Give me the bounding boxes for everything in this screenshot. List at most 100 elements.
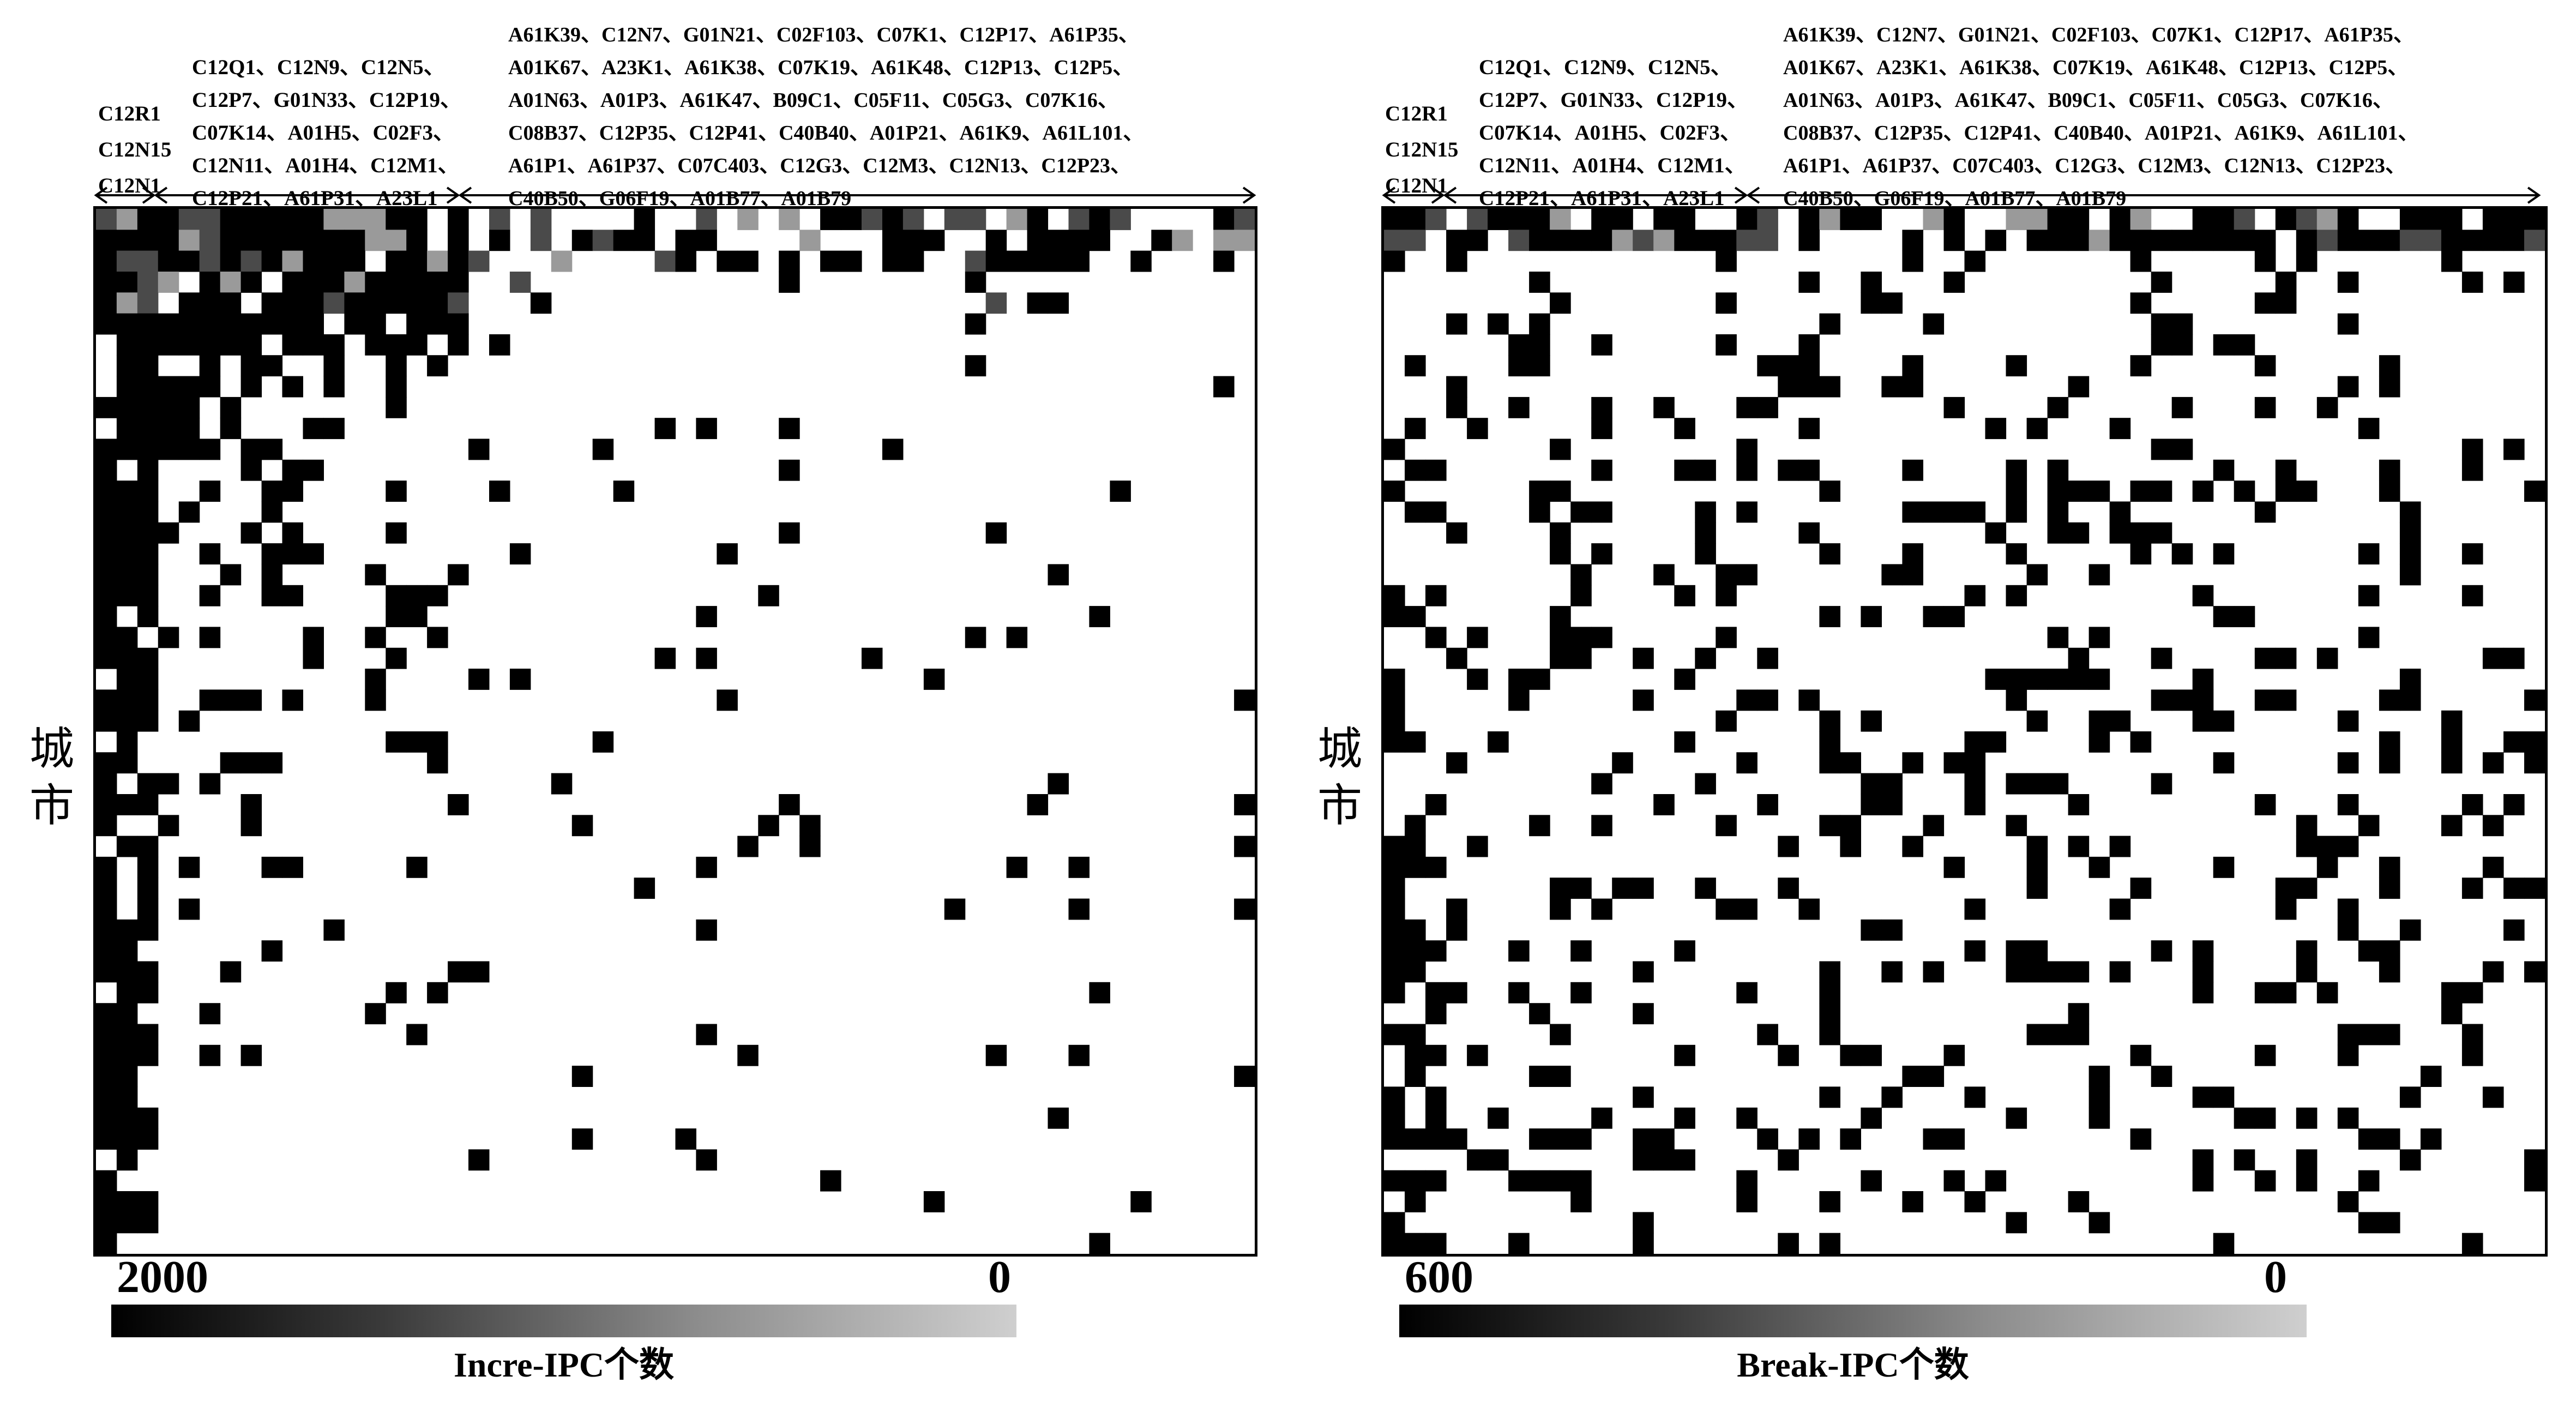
heatmap-cell bbox=[2006, 501, 2027, 523]
heatmap-cell bbox=[1446, 396, 1467, 418]
heatmap-cell bbox=[1612, 230, 1633, 251]
heatmap-cell bbox=[406, 1024, 428, 1046]
heatmap-cell bbox=[1861, 606, 1882, 627]
heatmap-cell bbox=[137, 982, 159, 1004]
heatmap-cell bbox=[406, 230, 428, 251]
heatmap-cell bbox=[178, 438, 200, 460]
group-b-line: C12N11、A01H4、C12M1、 bbox=[1479, 154, 1746, 177]
heatmap-cell bbox=[2358, 418, 2380, 440]
group-b-line: C07K14、A01H5、C02F3、 bbox=[192, 121, 454, 145]
heatmap-cell bbox=[1964, 752, 1986, 774]
heatmap-cell bbox=[2337, 376, 2359, 398]
heatmap-cell bbox=[2171, 438, 2193, 460]
heatmap-cell bbox=[551, 250, 573, 272]
heatmap-cell bbox=[2089, 1107, 2110, 1129]
heatmap-cell bbox=[323, 230, 345, 251]
heatmap-cell bbox=[1716, 250, 1737, 272]
heatmap-cell bbox=[1881, 773, 1903, 795]
heatmap-cell bbox=[2358, 1170, 2380, 1192]
heatmap-cell bbox=[137, 961, 159, 983]
heatmap-cell bbox=[96, 773, 117, 795]
heatmap-cell bbox=[220, 272, 242, 293]
heatmap-cell bbox=[96, 292, 117, 314]
heatmap-cell bbox=[158, 250, 179, 272]
heatmap-cell bbox=[2026, 773, 2048, 795]
heatmap-cell bbox=[116, 982, 138, 1004]
heatmap-cell bbox=[2130, 250, 2152, 272]
heatmap-cell bbox=[1964, 773, 1986, 795]
heatmap-cell bbox=[1757, 355, 1778, 377]
heatmap-cell bbox=[1425, 1044, 1447, 1066]
heatmap-cell bbox=[178, 501, 200, 523]
heatmap-cell bbox=[2130, 1044, 2152, 1066]
heatmap-cell bbox=[406, 272, 428, 293]
heatmap-cell bbox=[1964, 250, 1986, 272]
heatmap-cell bbox=[1027, 230, 1049, 251]
heatmap-cell bbox=[2006, 1212, 2027, 1234]
heatmap-cell bbox=[96, 1003, 117, 1025]
heatmap-cell bbox=[675, 230, 696, 251]
heatmap-cell bbox=[96, 878, 117, 899]
heatmap-cell bbox=[2420, 209, 2442, 230]
heatmap-cell bbox=[137, 647, 159, 669]
heatmap-cell bbox=[717, 250, 738, 272]
heatmap-cell bbox=[1778, 836, 1799, 857]
heatmap-cell bbox=[1943, 606, 1965, 627]
heatmap-cell bbox=[199, 230, 221, 251]
heatmap-cell bbox=[406, 209, 428, 230]
heatmap-cells bbox=[1384, 209, 2545, 1254]
heatmap-cell bbox=[2420, 230, 2442, 251]
heatmap-cell bbox=[220, 418, 242, 440]
heatmap-cell bbox=[2275, 878, 2297, 899]
heatmap-cell bbox=[386, 731, 407, 753]
heatmap-cell bbox=[199, 1044, 221, 1066]
heatmap-cell bbox=[1943, 1128, 1965, 1150]
heatmap-cell bbox=[1964, 940, 1986, 962]
heatmap-cell bbox=[1674, 731, 1695, 753]
heatmap-cell bbox=[985, 292, 1007, 314]
heatmap-cell bbox=[2047, 773, 2069, 795]
heatmap-cell bbox=[2316, 230, 2338, 251]
heatmap-cell bbox=[2192, 982, 2214, 1004]
heatmap-cell bbox=[178, 898, 200, 920]
heatmap-cell bbox=[2171, 396, 2193, 418]
heatmap-cell bbox=[2006, 1107, 2027, 1129]
heatmap-cell bbox=[2254, 1044, 2276, 1066]
heatmap-cells bbox=[96, 209, 1255, 1254]
heatmap-cell bbox=[1923, 209, 1945, 230]
heatmap-cell bbox=[1819, 731, 1840, 753]
heatmap-cell bbox=[2296, 209, 2318, 230]
heatmap-cell bbox=[2316, 209, 2338, 230]
heatmap-cell bbox=[2275, 982, 2297, 1004]
heatmap-cell bbox=[2482, 856, 2504, 878]
heatmap-cell bbox=[323, 355, 345, 377]
heatmap-cell bbox=[282, 856, 303, 878]
heatmap-cell bbox=[1633, 230, 1654, 251]
heatmap-cell bbox=[116, 396, 138, 418]
heatmap-cell bbox=[178, 396, 200, 418]
heatmap-cell bbox=[2296, 940, 2318, 962]
heatmap-cell bbox=[1130, 1191, 1152, 1212]
heatmap-cell bbox=[1902, 836, 1923, 857]
heatmap-cell bbox=[96, 480, 117, 502]
heatmap-cell bbox=[2109, 836, 2131, 857]
heatmap-cell bbox=[1446, 752, 1467, 774]
heatmap-cell bbox=[2524, 480, 2545, 502]
heatmap-cell bbox=[2461, 1044, 2483, 1066]
heatmap-cell bbox=[2503, 272, 2525, 293]
heatmap-cell bbox=[323, 209, 345, 230]
heatmap-cell bbox=[240, 355, 262, 377]
heatmap-cell bbox=[2296, 1149, 2318, 1171]
heatmap-cell bbox=[220, 689, 242, 711]
heatmap-cell bbox=[344, 292, 365, 314]
heatmap-cell bbox=[1861, 292, 1882, 314]
heatmap-cell bbox=[2524, 878, 2545, 899]
heatmap-cell bbox=[2151, 438, 2172, 460]
heatmap-cell bbox=[96, 919, 117, 941]
heatmap-cell bbox=[1591, 898, 1612, 920]
heatmap-cell bbox=[1798, 418, 1820, 440]
heatmap-cell bbox=[1757, 1024, 1778, 1046]
heatmap-cell bbox=[1405, 815, 1426, 837]
heatmap-cell bbox=[965, 250, 986, 272]
heatmap-cell bbox=[965, 209, 986, 230]
